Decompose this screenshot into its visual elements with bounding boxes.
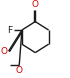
Text: O: O xyxy=(1,47,8,56)
Text: O: O xyxy=(32,0,39,9)
Text: O: O xyxy=(15,66,22,75)
Text: F: F xyxy=(7,26,13,35)
